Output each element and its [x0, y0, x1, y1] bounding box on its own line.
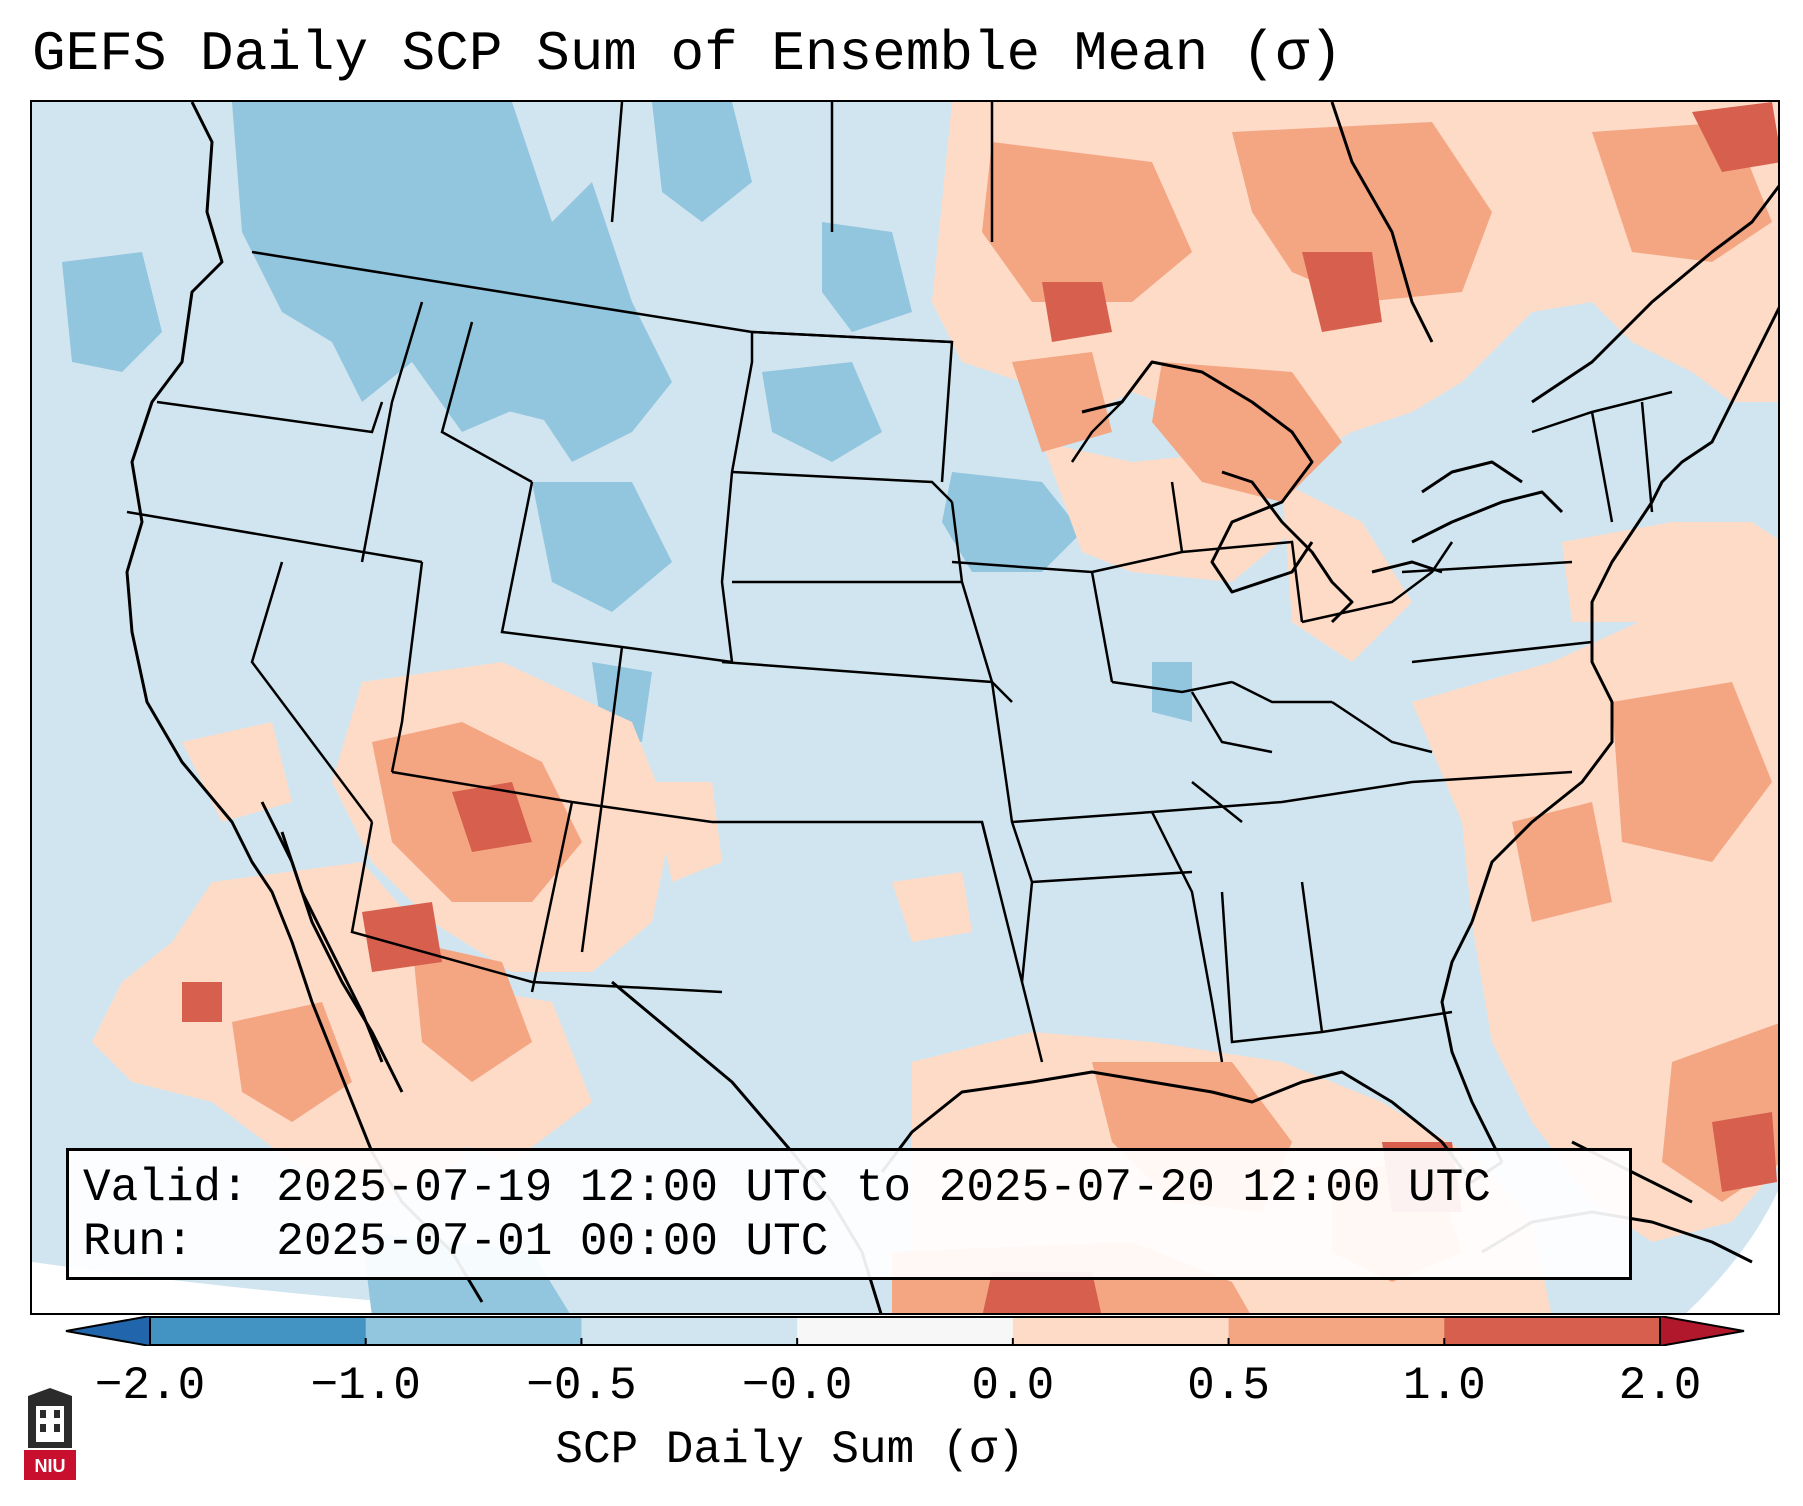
run-label: Run:: [83, 1216, 194, 1268]
valid-value: 2025-07-19 12:00 UTC to 2025-07-20 12:00…: [276, 1162, 1491, 1214]
outside-domain-area: [1686, 1190, 1778, 1313]
colorbar-tick-label: 2.0: [1618, 1360, 1702, 1412]
colorbar-bin: [581, 1316, 798, 1346]
colorbar-bin: [150, 1316, 367, 1346]
colorbar: [65, 1316, 1745, 1346]
map-panel: [30, 100, 1780, 1315]
run-value: 2025-07-01 00:00 UTC: [276, 1216, 829, 1268]
colorbar-outline: [149, 1316, 1661, 1346]
colorbar-bin: [1012, 1316, 1230, 1346]
colorbar-label: SCP Daily Sum (σ): [555, 1424, 1025, 1476]
colorbar-extend-max: [1659, 1316, 1745, 1346]
colorbar-tick-label: −1.0: [310, 1360, 421, 1412]
state-borders: [126, 102, 1673, 1063]
colorbar-extend-min: [65, 1316, 151, 1346]
colorbar-bin: [1444, 1316, 1661, 1346]
colorbar-bin: [1228, 1316, 1445, 1346]
outside-domain-area: [32, 1262, 564, 1313]
colorbar-tick-label: 1.0: [1402, 1360, 1486, 1412]
colorbar-tick-label: 0.0: [971, 1360, 1055, 1412]
colorbar-bin: [365, 1316, 582, 1346]
niu-logo-text: NIU: [35, 1456, 66, 1476]
chart-title: GEFS Daily SCP Sum of Ensemble Mean (σ): [32, 22, 1343, 86]
colorbar-tick-label: −2.0: [94, 1360, 206, 1412]
niu-logo-icon: NIU: [24, 1388, 76, 1480]
colorbar-tick-label: −0.0: [741, 1360, 853, 1412]
valid-time-box: Valid: 2025-07-19 12:00 UTC to 2025-07-2…: [66, 1148, 1632, 1280]
valid-label: Valid:: [83, 1162, 249, 1214]
anomaly-map: [32, 102, 1778, 1313]
colorbar-tick-label: −0.5: [526, 1360, 637, 1412]
colorbar-tick-label: 0.5: [1187, 1360, 1270, 1412]
colorbar-bin: [797, 1316, 1014, 1346]
